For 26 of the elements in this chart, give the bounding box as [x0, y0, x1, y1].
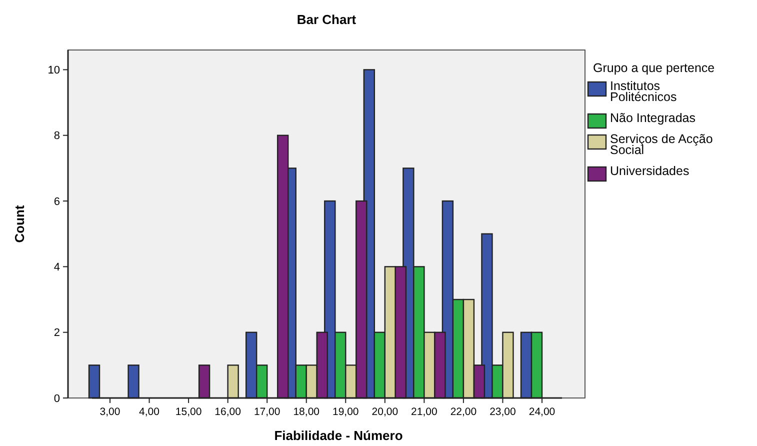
x-tick-label: 16,00	[214, 406, 242, 418]
y-tick-label: 10	[48, 64, 60, 77]
x-tick-label: 23,00	[490, 406, 516, 418]
y-tick-label: 2	[54, 327, 60, 340]
x-tick-label: 22,00	[450, 406, 477, 418]
x-tick-label: 17,00	[254, 406, 280, 418]
legend-label: Institutos Politécnicos	[610, 79, 677, 104]
x-tick-label: 4,00	[139, 406, 160, 418]
x-tick-label: 3,00	[100, 406, 120, 418]
x-tick-label: 21,00	[411, 406, 438, 418]
x-tick-label: 19,00	[332, 406, 359, 418]
legend-label: Não Integradas	[610, 111, 696, 125]
y-tick-label: 8	[54, 130, 60, 142]
x-tick-label: 15,00	[175, 406, 202, 418]
y-tick-label: 0	[54, 392, 60, 405]
chart-title: Bar Chart	[296, 12, 357, 27]
y-tick-label: 4	[54, 262, 60, 274]
legend-title: Grupo a que pertence	[593, 61, 715, 75]
x-tick-label: 18,00	[293, 406, 320, 418]
y-tick-label: 6	[54, 196, 60, 208]
x-tick-label: 20,00	[372, 406, 398, 418]
legend-label: Universidades	[610, 164, 690, 178]
y-axis-title: Count	[12, 204, 27, 243]
x-tick-label: 24,00	[528, 406, 556, 418]
legend-label: Serviços de Acção Social	[610, 132, 713, 157]
x-axis-title: Fiabilidade - Número	[274, 428, 403, 443]
